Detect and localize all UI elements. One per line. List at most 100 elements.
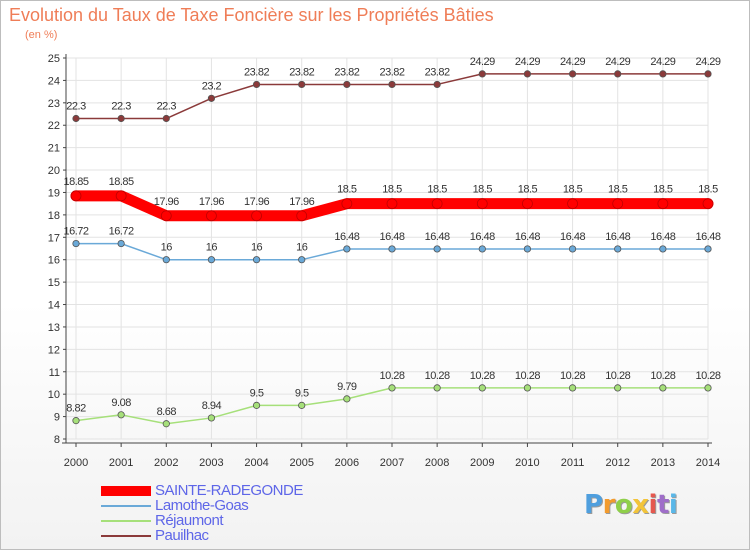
data-point [162,256,170,264]
data-label: 18.5 [698,184,718,196]
data-point [523,384,532,392]
y-tick-label: 25 [48,53,60,65]
legend-swatch [101,486,151,496]
data-label: 9.79 [337,381,357,393]
data-point [72,239,80,248]
y-tick-label: 12 [48,344,60,356]
data-point [72,417,80,425]
data-label: 16.48 [379,231,404,243]
data-point [252,80,261,89]
data-point [70,190,82,202]
data-label: 24.29 [470,56,495,68]
data-point [343,395,351,403]
data-label: 10.28 [650,370,675,382]
data-point [657,198,669,210]
logo-letter: i [668,490,678,520]
data-point [341,198,353,210]
data-point [388,384,396,392]
data-point [298,256,306,264]
data-label: 16.48 [470,231,495,243]
x-tick-label: 2006 [335,457,359,469]
data-point [704,384,712,392]
x-tick-label: 2009 [470,457,494,469]
y-tick-label: 24 [48,75,60,87]
data-point [568,245,577,253]
data-point [433,384,441,392]
data-label: 10.28 [515,370,540,382]
data-label: 16.48 [560,231,585,243]
data-point [702,198,714,210]
data-label: 16.72 [63,226,88,238]
data-label: 9.08 [111,397,131,409]
data-point [207,256,216,264]
data-label: 22.3 [111,101,131,113]
x-tick-label: 2000 [64,457,88,469]
data-label: 18.5 [427,184,447,196]
data-point [476,198,488,210]
data-point [72,114,80,123]
data-point [568,384,577,392]
data-point [478,245,486,253]
data-label: 10.28 [560,370,585,382]
logo-letter: x [632,490,649,520]
data-label: 10.28 [379,370,404,382]
data-label: 16 [251,242,263,254]
data-point [659,70,667,78]
data-label: 18.85 [63,176,88,188]
y-tick-label: 16 [48,255,60,267]
data-point [567,198,578,210]
data-label: 18.85 [109,176,134,188]
data-label: 8.68 [157,406,177,418]
data-label: 24.29 [515,56,540,68]
data-label: 23.82 [334,66,359,78]
legend-swatch [101,505,151,507]
data-label: 18.5 [337,184,357,196]
y-tick-label: 23 [48,98,60,110]
y-tick-label: 19 [48,187,60,199]
data-label: 9.5 [250,387,264,399]
data-point [478,384,486,392]
x-tick-label: 2001 [109,457,133,469]
data-label: 17.96 [199,196,224,208]
data-label: 17.96 [244,196,269,208]
data-label: 23.2 [202,80,222,92]
x-tick-label: 2008 [425,457,449,469]
data-label: 16.48 [334,231,359,243]
data-point [343,245,351,253]
proxiti-logo: Proxiti [584,490,678,520]
y-tick-label: 10 [48,389,60,401]
data-point [614,245,622,253]
x-tick-label: 2004 [244,457,268,469]
data-label: 23.82 [244,66,269,78]
data-point [296,210,308,222]
data-point [298,80,306,89]
legend-swatch [101,535,151,537]
data-point [117,411,125,419]
data-point [388,245,396,253]
y-tick-label: 17 [48,232,60,244]
data-label: 23.82 [289,66,314,78]
data-label: 23.82 [425,66,450,78]
data-point [568,70,577,78]
data-label: 22.3 [66,101,86,113]
data-point [160,210,172,222]
data-label: 16.48 [605,231,630,243]
data-label: 10.28 [470,370,495,382]
data-label: 16 [206,242,218,254]
data-label: 24.29 [605,56,630,68]
y-tick-label: 13 [48,322,60,334]
data-label: 18.5 [473,184,493,196]
data-label: 18.5 [608,184,628,196]
data-label: 16 [161,242,173,254]
data-point [659,245,667,253]
x-tick-label: 2007 [380,457,404,469]
data-point [207,94,216,102]
data-point [117,239,125,248]
data-label: 16.72 [109,226,134,238]
legend-label: Pauilhac [155,527,209,544]
data-label: 18.5 [382,184,402,196]
data-label: 24.29 [650,56,675,68]
x-tick-label: 2003 [199,457,223,469]
